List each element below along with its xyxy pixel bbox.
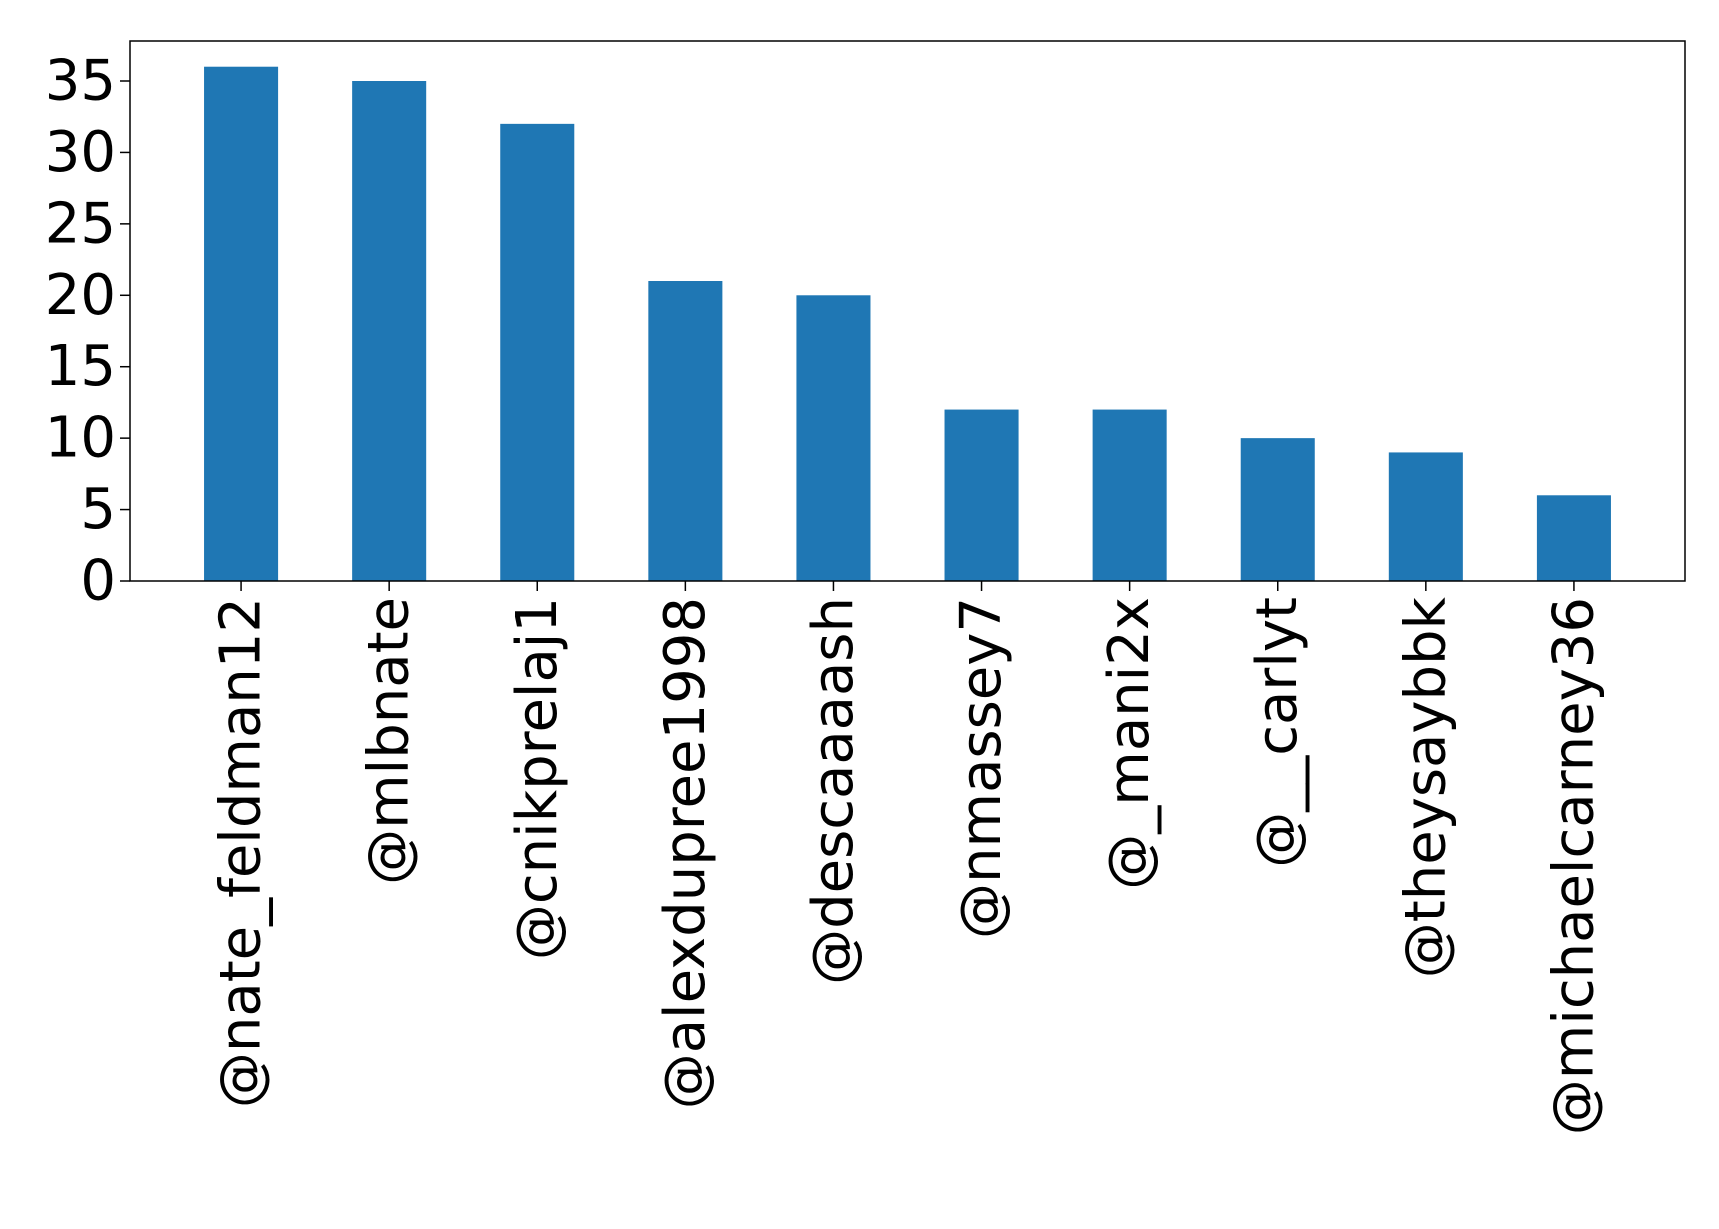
- x-tick-label: @michaelcarney36: [1541, 597, 1606, 1135]
- bar-descaaaash: [796, 295, 871, 581]
- bar-nate-feldman12: [204, 66, 279, 581]
- y-tick-label: 15: [45, 334, 116, 399]
- y-tick-label: 0: [80, 549, 116, 614]
- y-tick-label: 30: [45, 120, 116, 185]
- bar-mlbnate: [352, 81, 427, 581]
- bar-carlyt: [1240, 438, 1315, 581]
- bar-michaelcarney36: [1536, 495, 1611, 581]
- y-tick-label: 20: [45, 263, 116, 328]
- bar-alexdupree1998: [648, 281, 723, 581]
- x-axis: @nate_feldman12 @mlbnate @cnikprelaj1 @alex…: [209, 581, 1606, 1135]
- x-tick-label: @__carlyt: [1245, 597, 1310, 868]
- x-tick-label: @theysaybbk: [1393, 596, 1458, 978]
- y-tick-label: 35: [45, 49, 116, 114]
- bar-cnikprelaj1: [500, 123, 575, 581]
- bars-layer: [204, 66, 1611, 581]
- x-tick-label: @nmassey7: [949, 597, 1014, 939]
- y-tick-label: 10: [45, 406, 116, 471]
- x-tick-label: @alexdupree1998: [653, 597, 718, 1109]
- y-tick-label: 5: [80, 477, 116, 542]
- y-tick-label: 25: [45, 191, 116, 256]
- bar-mani2x: [1092, 409, 1167, 581]
- x-tick-label: @descaaaash: [801, 597, 866, 985]
- bar-nmassey7: [944, 409, 1019, 581]
- bar-theysaybbk: [1388, 452, 1463, 581]
- x-tick-label: @cnikprelaj1: [505, 597, 570, 960]
- x-tick-label: @_mani2x: [1097, 597, 1162, 890]
- x-tick-label: @nate_feldman12: [209, 597, 274, 1108]
- plot-frame: [129, 40, 1686, 582]
- x-tick-label: @mlbnate: [357, 597, 422, 885]
